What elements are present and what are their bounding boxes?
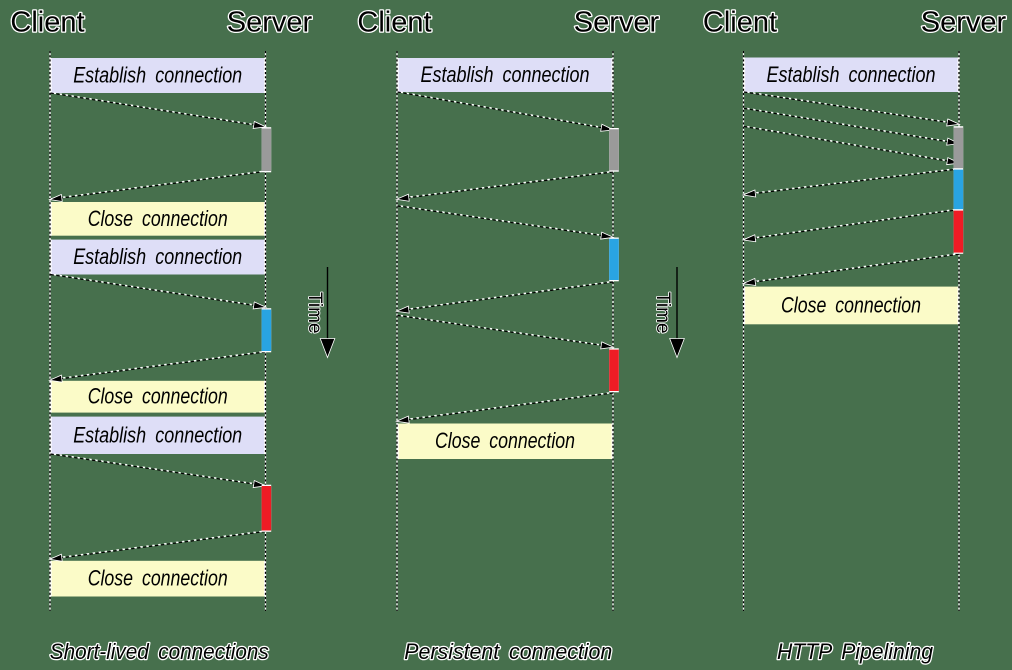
svg-text:Close connection: Close connection xyxy=(88,566,228,591)
svg-text:Client: Client xyxy=(10,7,84,39)
svg-text:Short-lived connections: Short-lived connections xyxy=(50,639,269,664)
svg-text:Client: Client xyxy=(703,7,777,39)
svg-text:HTTP Pipelining: HTTP Pipelining xyxy=(777,639,934,664)
svg-text:Close connection: Close connection xyxy=(88,384,228,409)
svg-text:Close connection: Close connection xyxy=(88,206,228,231)
svg-text:Close connection: Close connection xyxy=(781,293,921,318)
svg-text:Server: Server xyxy=(921,7,1007,39)
svg-text:Server: Server xyxy=(227,7,313,39)
svg-text:Establish connection: Establish connection xyxy=(73,63,242,88)
svg-text:Establish connection: Establish connection xyxy=(73,422,242,447)
svg-text:Persistent connection: Persistent connection xyxy=(404,639,612,664)
svg-text:Close connection: Close connection xyxy=(435,428,575,453)
svg-text:Time: Time xyxy=(652,292,673,334)
svg-text:Establish connection: Establish connection xyxy=(421,62,590,87)
svg-text:Server: Server xyxy=(574,7,660,39)
svg-text:Establish connection: Establish connection xyxy=(767,62,936,87)
svg-text:Client: Client xyxy=(357,7,431,39)
svg-text:Establish connection: Establish connection xyxy=(73,244,242,269)
svg-text:Time: Time xyxy=(304,292,325,334)
